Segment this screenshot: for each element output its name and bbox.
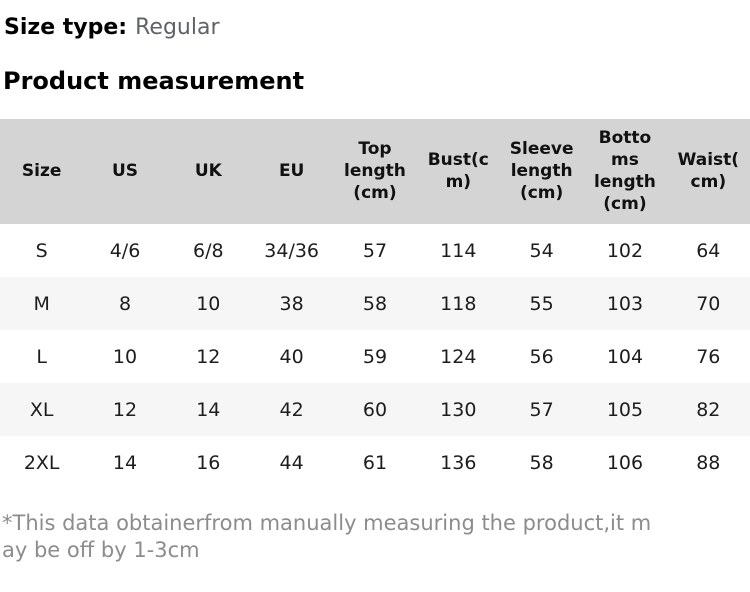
measurement-cell: 8	[118, 292, 132, 315]
measurement-cell: 12	[112, 398, 138, 421]
product-measurement-title: Product measurement	[3, 66, 305, 95]
measurement-cell: 70	[696, 292, 721, 315]
measurement-cell: 40	[279, 345, 304, 368]
measurement-cell: 105	[606, 398, 644, 421]
table-row: M 8 10 38 58 118 55 103 70	[0, 277, 750, 331]
measurement-table-head: Size US UK EU Top length (cm) Bust(c m) Sleeve…	[0, 119, 750, 225]
measurement-cell: 44	[279, 451, 304, 474]
measurement-cell: 64	[696, 239, 721, 262]
column-header: Top length (cm)	[333, 119, 417, 225]
measurement-cell: 58	[529, 451, 554, 474]
column-header: Size	[0, 119, 84, 225]
measurement-cell: 61	[362, 451, 388, 474]
measurement-cell: 10	[112, 345, 138, 368]
measurement-cell: 55	[529, 292, 554, 315]
measurement-cell: 57	[362, 239, 388, 262]
size-cell: L	[36, 345, 47, 368]
measurement-cell: 59	[362, 345, 388, 368]
measurement-cell: 103	[606, 292, 644, 315]
measurement-cell: 10	[196, 292, 221, 315]
measurement-cell: 56	[529, 345, 554, 368]
size-type-value: Regular	[135, 15, 220, 40]
measurement-cell: 114	[440, 239, 477, 262]
measurement-cell: 118	[440, 292, 477, 315]
column-header: Bust(c m)	[416, 119, 500, 225]
measurement-cell: 16	[196, 451, 221, 474]
table-row: 2XL 14 16 44 61 136 58 106 88	[0, 436, 750, 490]
measurement-cell: 42	[279, 398, 304, 421]
measurement-cell: 76	[696, 345, 721, 368]
measurement-cell: 130	[440, 398, 477, 421]
size-type-line: Size type: Regular	[0, 14, 750, 42]
measurement-table: Size US UK EU Top length (cm) Bust(c m) Sleeve…	[0, 119, 750, 490]
measurement-cell: 14	[196, 398, 221, 421]
measurement-table-body: S 4/6 6/8 34/36 57 114 54 102 64 M 8 10 38 58 118 55 103…	[0, 224, 750, 490]
column-header: EU	[249, 119, 334, 225]
measurement-cell: 4/6	[109, 239, 141, 262]
size-cell: 2XL	[23, 451, 60, 474]
measurement-cell: 106	[606, 451, 644, 474]
measurement-cell: 57	[529, 398, 554, 421]
size-cell: XL	[29, 398, 54, 421]
measurement-cell: 82	[696, 398, 721, 421]
measurement-cell: 102	[606, 239, 644, 262]
measurement-cell: 58	[362, 292, 388, 315]
measurement-cell: 38	[279, 292, 304, 315]
column-header: UK	[166, 119, 250, 225]
size-cell: M	[33, 292, 50, 315]
table-row: L 10 12 40 59 124 56 104 76	[0, 330, 750, 384]
measurement-cell: 6/8	[193, 239, 224, 262]
column-header: Waist( cm)	[666, 119, 750, 225]
measurement-cell: 60	[362, 398, 388, 421]
measurement-disclaimer: *This data obtainerfrom manually measuri…	[2, 511, 652, 562]
measurement-cell: 14	[112, 451, 138, 474]
size-chart-section: Size type: Regular Product measurement Si…	[0, 14, 750, 563]
table-header-row: Size US UK EU Top length (cm) Bust(c m) Sleeve…	[0, 119, 750, 225]
measurement-cell: 104	[606, 345, 644, 368]
measurement-cell: 124	[440, 345, 477, 368]
table-row: XL 12 14 42 60 130 57 105 82	[0, 383, 750, 437]
size-type-label: Size type:	[4, 15, 128, 40]
measurement-cell: 34/36	[264, 239, 320, 262]
measurement-cell: 54	[529, 239, 554, 262]
table-row: S 4/6 6/8 34/36 57 114 54 102 64	[0, 224, 750, 278]
column-header: US	[83, 119, 167, 225]
measurement-cell: 88	[696, 451, 721, 474]
column-header: Sleeve length (cm)	[499, 119, 584, 225]
measurement-cell: 136	[440, 451, 477, 474]
column-header: Botto ms length (cm)	[583, 119, 667, 225]
size-cell: S	[35, 239, 48, 262]
measurement-cell: 12	[196, 345, 221, 368]
